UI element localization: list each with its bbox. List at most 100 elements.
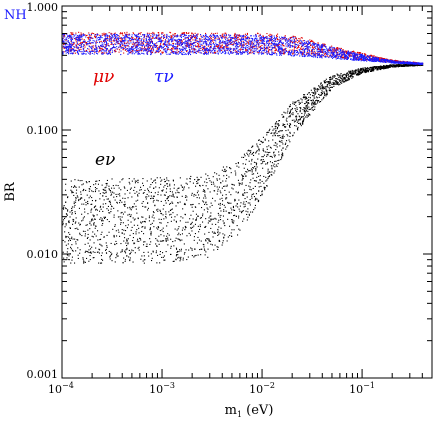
data-point xyxy=(275,48,277,50)
data-point xyxy=(387,67,389,69)
data-point xyxy=(129,253,131,255)
data-point xyxy=(206,207,208,209)
data-point xyxy=(197,51,199,53)
data-point xyxy=(200,38,202,40)
data-point xyxy=(171,201,173,203)
data-point xyxy=(98,248,100,250)
data-point xyxy=(282,53,284,55)
data-point xyxy=(152,47,154,49)
data-point xyxy=(63,47,65,49)
data-point xyxy=(289,131,291,133)
data-point xyxy=(261,180,263,182)
data-point xyxy=(199,44,201,46)
data-point xyxy=(126,33,128,35)
data-point xyxy=(288,112,290,114)
data-point xyxy=(122,178,124,180)
data-point xyxy=(130,251,132,253)
data-point xyxy=(321,55,323,57)
data-point xyxy=(161,40,163,42)
data-point xyxy=(207,188,209,190)
data-point xyxy=(241,44,243,46)
data-point xyxy=(250,150,252,152)
data-point xyxy=(91,45,93,47)
data-point xyxy=(329,49,331,51)
data-point xyxy=(91,246,93,248)
data-point xyxy=(129,257,131,259)
data-point xyxy=(92,191,94,193)
data-point xyxy=(366,56,368,58)
data-point xyxy=(160,222,162,224)
data-point xyxy=(180,256,182,258)
data-point xyxy=(103,189,105,191)
data-point xyxy=(224,49,226,51)
data-point xyxy=(281,45,283,47)
data-point xyxy=(144,227,146,229)
data-point xyxy=(359,69,361,71)
data-point xyxy=(174,228,176,230)
data-point xyxy=(170,220,172,222)
data-point xyxy=(325,81,327,83)
data-point xyxy=(204,49,206,51)
data-point xyxy=(377,68,379,70)
data-point xyxy=(258,139,260,141)
data-point xyxy=(388,66,390,68)
data-point xyxy=(323,43,325,45)
data-point xyxy=(155,51,157,53)
data-point xyxy=(109,202,111,204)
data-point xyxy=(124,204,126,206)
data-point xyxy=(105,186,107,188)
data-point xyxy=(197,215,199,217)
data-point xyxy=(223,37,225,39)
data-point xyxy=(276,143,278,145)
data-point xyxy=(78,49,80,51)
data-point xyxy=(379,59,381,61)
data-point xyxy=(165,240,167,242)
data-point xyxy=(143,38,145,40)
data-point xyxy=(109,51,111,53)
data-point xyxy=(269,155,271,157)
data-point xyxy=(409,64,411,66)
data-point xyxy=(150,195,152,197)
data-point xyxy=(219,232,221,234)
data-point xyxy=(358,73,360,75)
data-point xyxy=(389,66,391,68)
data-point xyxy=(396,60,398,62)
data-point xyxy=(228,212,230,214)
data-point xyxy=(380,57,382,59)
data-point xyxy=(311,109,313,111)
data-point xyxy=(277,160,279,162)
data-point xyxy=(82,51,84,53)
data-point xyxy=(68,46,70,48)
data-point xyxy=(193,239,195,241)
data-point xyxy=(266,163,268,165)
data-point xyxy=(200,52,202,54)
data-point xyxy=(150,51,152,53)
data-point xyxy=(275,130,277,132)
data-point xyxy=(109,36,111,38)
data-point xyxy=(250,211,252,213)
data-point xyxy=(163,186,165,188)
data-point xyxy=(345,56,347,58)
data-point xyxy=(289,125,291,127)
data-point xyxy=(300,123,302,125)
data-point xyxy=(376,66,378,68)
data-point xyxy=(223,209,225,211)
data-point xyxy=(114,50,116,52)
data-point xyxy=(253,196,255,198)
data-point xyxy=(298,40,300,42)
data-point xyxy=(77,239,79,241)
data-point xyxy=(218,226,220,228)
data-point xyxy=(307,115,309,117)
data-point xyxy=(255,164,257,166)
data-point xyxy=(124,32,126,34)
data-point xyxy=(137,41,139,43)
data-point xyxy=(168,48,170,50)
data-point xyxy=(66,214,68,216)
data-point xyxy=(162,40,164,42)
data-point xyxy=(305,101,307,103)
data-point xyxy=(138,192,140,194)
data-point xyxy=(78,47,80,49)
data-point xyxy=(255,193,257,195)
data-point xyxy=(83,262,85,264)
data-point xyxy=(323,91,325,93)
